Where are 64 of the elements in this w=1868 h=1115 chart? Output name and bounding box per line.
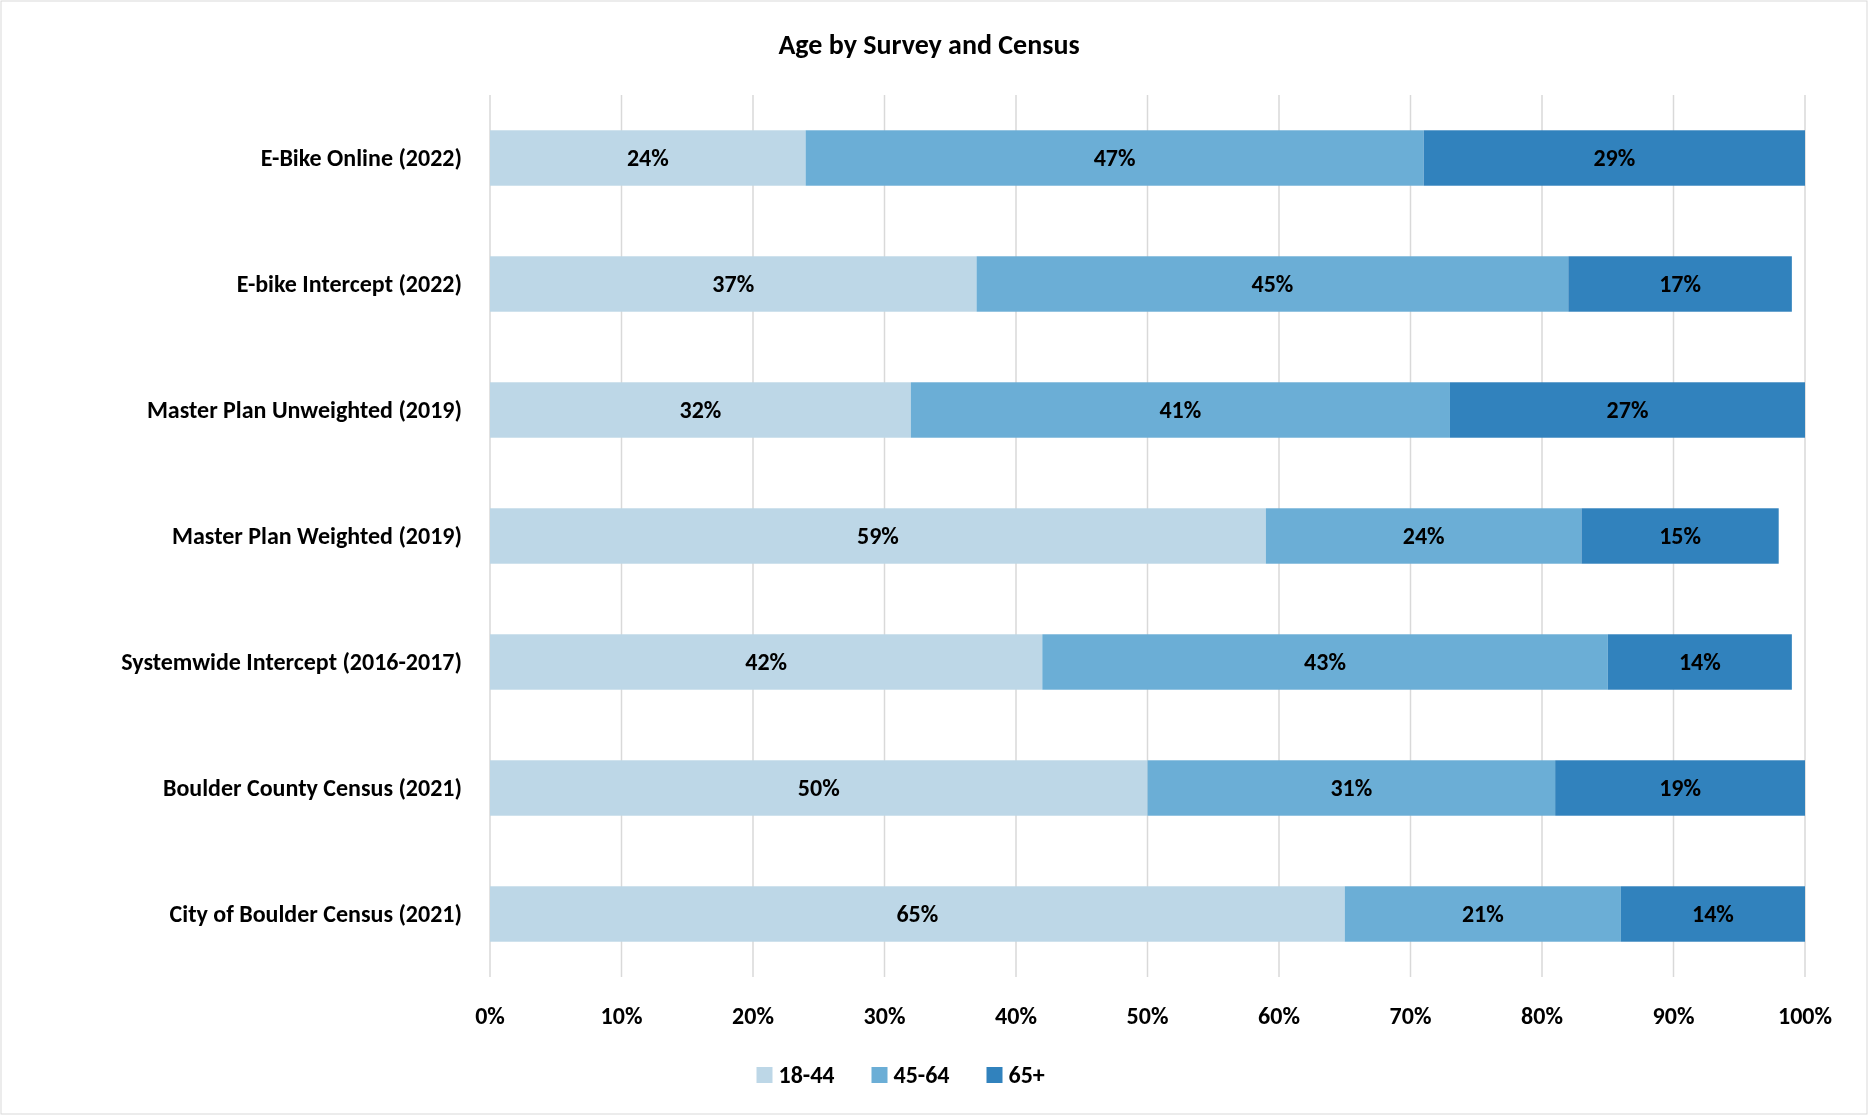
bar	[1620, 886, 1805, 942]
legend-label: 65+	[1008, 1060, 1045, 1090]
bar	[1344, 886, 1621, 942]
x-tick-label: 30%	[863, 1001, 906, 1031]
y-tick-label: Master Plan Weighted (2019)	[172, 521, 462, 551]
legend-label: 18-44	[778, 1060, 835, 1090]
x-tick-label: 100%	[1778, 1001, 1832, 1031]
bar	[1555, 760, 1805, 816]
y-tick-label: E-bike Intercept (2022)	[236, 269, 462, 299]
x-tick-label: 70%	[1389, 1001, 1432, 1031]
bar	[490, 760, 1148, 816]
data-label: 29%	[1593, 143, 1636, 173]
bar	[490, 256, 977, 312]
data-label: 45%	[1251, 269, 1294, 299]
data-label: 19%	[1659, 773, 1701, 803]
x-tick-label: 60%	[1258, 1001, 1300, 1031]
y-tick-label: City of Boulder Census (2021)	[169, 899, 462, 929]
data-label: 43%	[1304, 647, 1346, 677]
data-label: 42%	[745, 647, 788, 677]
x-tick-label: 90%	[1652, 1001, 1695, 1031]
data-label: 24%	[626, 143, 669, 173]
x-tick-label: 50%	[1126, 1001, 1169, 1031]
bar	[1581, 508, 1779, 564]
y-tick-label: Master Plan Unweighted (2019)	[146, 395, 462, 425]
bar	[1042, 634, 1608, 690]
bar	[1265, 508, 1582, 564]
data-label: 32%	[679, 395, 722, 425]
bar	[1449, 382, 1805, 438]
bar	[490, 382, 911, 438]
bar	[1423, 130, 1805, 186]
y-tick-label: Systemwide Intercept (2016-2017)	[121, 647, 462, 677]
x-tick-label: 0%	[475, 1001, 505, 1031]
bar	[490, 634, 1043, 690]
x-tick-label: 80%	[1521, 1001, 1563, 1031]
legend-label: 45-64	[893, 1060, 950, 1090]
bar	[490, 508, 1266, 564]
bar	[1147, 760, 1556, 816]
data-label: 37%	[712, 269, 755, 299]
bar	[910, 382, 1450, 438]
data-label: 15%	[1659, 521, 1701, 551]
data-label: 24%	[1402, 521, 1445, 551]
y-tick-label: Boulder County Census (2021)	[162, 773, 462, 803]
data-label: 59%	[857, 521, 899, 551]
y-tick-label: E-Bike Online (2022)	[260, 143, 462, 173]
bar	[490, 130, 806, 186]
x-tick-label: 20%	[732, 1001, 774, 1031]
data-label: 27%	[1606, 395, 1649, 425]
bar	[490, 886, 1345, 942]
x-tick-label: 10%	[600, 1001, 643, 1031]
data-label: 17%	[1659, 269, 1701, 299]
chart-title: Age by Survey and Census	[778, 26, 1080, 62]
bar	[1607, 634, 1792, 690]
data-label: 14%	[1678, 647, 1721, 677]
bar	[1568, 256, 1792, 312]
data-label: 41%	[1159, 395, 1202, 425]
x-tick-label: 40%	[995, 1001, 1037, 1031]
data-label: 65%	[896, 899, 939, 929]
data-label: 31%	[1330, 773, 1373, 803]
data-label: 21%	[1461, 899, 1504, 929]
data-label: 50%	[797, 773, 840, 803]
data-label: 14%	[1692, 899, 1734, 929]
data-label: 47%	[1093, 143, 1136, 173]
bar	[976, 256, 1569, 312]
bar	[805, 130, 1424, 186]
